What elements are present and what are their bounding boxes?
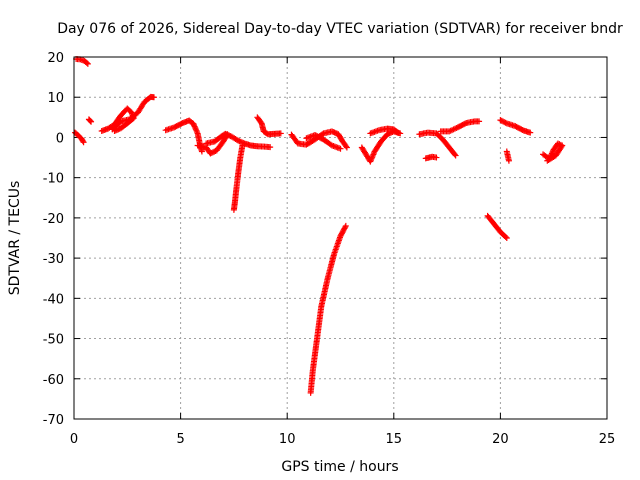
data-point (343, 143, 350, 150)
y-tick-label: 0 (56, 131, 64, 146)
x-tick-label: 15 (386, 432, 403, 447)
data-point (327, 141, 334, 148)
series-arc-10 (254, 114, 284, 138)
data-point (79, 138, 86, 145)
series-arc-3 (85, 116, 95, 125)
series-arc-22 (540, 140, 566, 164)
data-point (544, 157, 551, 164)
data-point (191, 123, 198, 130)
series-arc-20 (497, 117, 534, 136)
data-point (87, 117, 94, 124)
series-arc-17 (422, 153, 440, 162)
data-point (433, 154, 440, 161)
y-tick-label: -40 (43, 292, 64, 307)
data-point (150, 94, 157, 101)
y-tick-label: 10 (47, 91, 64, 106)
x-tick-label: 25 (599, 432, 616, 447)
chart-title: Day 076 of 2026, Sidereal Day-to-day VTE… (57, 21, 623, 37)
series-arc-14 (358, 128, 404, 165)
data-point (393, 128, 400, 135)
series-arc-5 (109, 93, 157, 133)
series-arc-15 (367, 125, 402, 137)
data-point (193, 127, 200, 134)
data-point (277, 130, 284, 137)
data-point (502, 233, 509, 240)
data-point (503, 235, 510, 241)
data-point (194, 129, 201, 136)
data-points (72, 56, 566, 396)
data-point (549, 149, 556, 156)
x-tick-label: 20 (492, 432, 509, 447)
x-tick-label: 10 (279, 432, 296, 447)
data-point (88, 118, 95, 125)
x-tick-label: 5 (176, 432, 184, 447)
data-point (198, 148, 205, 155)
series-arc-16 (416, 129, 459, 159)
data-point (191, 122, 198, 129)
data-point (267, 144, 274, 151)
y-tick-label: -10 (43, 172, 64, 187)
series-arc-2 (73, 56, 91, 67)
series-arc-19 (484, 212, 510, 241)
data-point (343, 144, 350, 151)
data-point (84, 60, 91, 67)
series-arc-21 (503, 148, 512, 164)
data-point (502, 119, 509, 126)
data-point (192, 126, 199, 133)
series-arc-6 (162, 117, 205, 155)
x-tick-label: 0 (70, 432, 78, 447)
data-point (230, 206, 237, 213)
y-tick-label: 20 (47, 51, 64, 66)
x-axis-ticks: 0 5 10 15 20 25 (70, 57, 615, 447)
series-arc-13 (307, 222, 349, 396)
data-point (452, 152, 459, 159)
plot-frame (73, 56, 608, 420)
series-arc-18 (437, 118, 483, 135)
data-point (342, 224, 349, 231)
x-axis-label: GPS time / hours (281, 459, 398, 475)
y-tick-label: -60 (43, 373, 64, 388)
series-arc-7 (194, 131, 231, 157)
data-point (527, 129, 534, 136)
data-point (80, 139, 87, 146)
y-tick-label: -20 (43, 212, 64, 227)
y-axis-ticks: 20 10 0 -10 -20 -30 -40 -50 -60 -70 (43, 51, 607, 428)
data-point (83, 59, 90, 66)
data-point (192, 124, 199, 131)
data-point (505, 157, 512, 164)
data-point (451, 151, 458, 158)
data-point (395, 129, 402, 136)
data-point (190, 120, 197, 127)
data-point (476, 118, 483, 125)
series-arc-9 (230, 142, 246, 213)
data-point (342, 222, 349, 229)
y-axis-label: SDTVAR / TECUs (7, 181, 23, 296)
y-tick-label: -30 (43, 252, 64, 267)
data-point (545, 157, 552, 164)
y-tick-label: -70 (43, 413, 64, 428)
series-arc-12 (303, 132, 344, 152)
data-point (462, 120, 469, 127)
series-arc-8 (203, 130, 274, 151)
data-point (337, 145, 344, 152)
y-tick-label: -50 (43, 333, 64, 348)
